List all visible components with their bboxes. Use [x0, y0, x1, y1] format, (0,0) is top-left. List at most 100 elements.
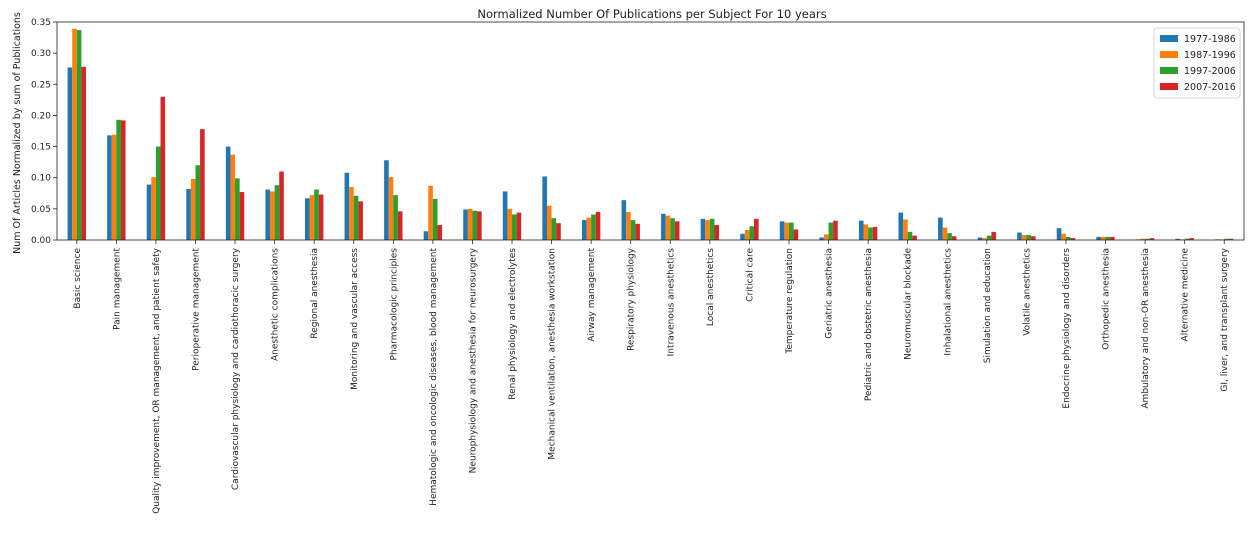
- bar: [675, 221, 680, 240]
- x-tick-label: Basic science: [73, 248, 83, 309]
- chart-title: Normalized Number Of Publications per Su…: [477, 7, 826, 21]
- bar: [991, 232, 996, 240]
- bar: [547, 206, 552, 240]
- legend: 1977-19861987-19961997-20062007-2016: [1154, 28, 1240, 98]
- y-tick-label: 0.30: [31, 49, 51, 59]
- x-tick-label: Pediatric and obstetric anesthesia: [864, 248, 874, 401]
- bar: [780, 221, 785, 240]
- bar: [463, 209, 468, 240]
- y-tick: 0.05: [31, 205, 57, 215]
- x-tick-label: Neuromuscular blockade: [904, 248, 914, 360]
- bar: [943, 228, 948, 240]
- bar: [195, 165, 200, 240]
- bar: [517, 213, 522, 240]
- y-tick-label: 0.15: [31, 143, 51, 153]
- bar: [784, 223, 789, 240]
- x-tick-label: Inhalational anesthetics: [943, 248, 953, 356]
- bar: [314, 190, 319, 240]
- x-tick-label: Anesthetic complications: [271, 248, 281, 361]
- x-tick-label: Perioperative management: [191, 248, 201, 371]
- bar: [345, 173, 350, 240]
- bar: [503, 191, 508, 240]
- bar: [661, 214, 666, 240]
- bar: [987, 236, 992, 240]
- x-tick-label: Neurophysiology and anesthesia for neuro…: [468, 247, 478, 473]
- legend-swatch: [1160, 67, 1178, 74]
- series-1987-1996: [72, 29, 1224, 240]
- bar: [829, 223, 834, 240]
- bar: [868, 228, 873, 240]
- x-tick-label: Mechanical ventilation, anesthesia works…: [548, 248, 558, 460]
- x-tick-label: Local anesthetics: [706, 248, 716, 326]
- bar: [794, 229, 799, 240]
- bar: [349, 187, 354, 240]
- bar: [552, 218, 557, 240]
- bar: [1110, 237, 1115, 240]
- bar: [437, 225, 442, 240]
- y-tick: 0.15: [31, 143, 57, 153]
- bar: [542, 176, 547, 240]
- bar: [789, 223, 794, 240]
- x-tick-label: Renal physiology and electrolytes: [508, 248, 518, 400]
- legend-label: 1997-2006: [1184, 66, 1236, 77]
- y-tick: 0.30: [31, 49, 57, 59]
- bar: [151, 177, 156, 240]
- bar: [705, 220, 710, 240]
- bar: [670, 218, 675, 240]
- x-tick-label: Pain management: [112, 248, 122, 330]
- x-tick-label: Orthopedic anesthesia: [1102, 248, 1112, 350]
- bar: [477, 211, 482, 240]
- bar: [1057, 228, 1062, 240]
- y-axis-ticks: 0.00 0.05 0.10 0.15 0.20 0.25 0.30 0.35: [31, 18, 57, 246]
- y-tick-label: 0.20: [31, 111, 51, 121]
- bar: [107, 135, 112, 240]
- series-1997-2006: [77, 30, 1229, 240]
- x-tick-label: Cardiovascular physiology and cardiothor…: [231, 247, 241, 490]
- bar: [824, 234, 829, 240]
- x-tick-label: Quality improvement, OR management, and …: [152, 247, 162, 513]
- bar: [319, 195, 324, 240]
- y-tick: 0.35: [31, 18, 57, 28]
- bar: [186, 189, 191, 240]
- bar: [305, 198, 310, 240]
- bar: [358, 201, 363, 240]
- bar: [161, 97, 166, 240]
- bar: [389, 177, 394, 240]
- bar: [116, 120, 121, 240]
- legend-swatch: [1160, 83, 1178, 90]
- bar: [72, 29, 77, 240]
- bar: [1101, 237, 1106, 240]
- x-tick-label: Simulation and education: [983, 248, 993, 363]
- x-tick-label: Volatile anesthetics: [1022, 248, 1032, 336]
- bar: [393, 195, 398, 240]
- bar: [1106, 237, 1111, 240]
- bar: [873, 227, 878, 240]
- y-tick-label: 0.35: [31, 18, 51, 28]
- bar: [398, 211, 403, 240]
- bar: [740, 234, 745, 240]
- x-tick-label: Endocrine physiology and disorders: [1062, 248, 1072, 409]
- bar: [912, 236, 917, 240]
- bar: [903, 219, 908, 240]
- x-tick-label: Respiratory physiology: [627, 247, 637, 351]
- bar: [235, 178, 240, 240]
- x-axis-tick-labels: Basic science Pain management Quality impr…: [73, 240, 1230, 514]
- x-tick-label: GI, liver, and transplant surgery: [1220, 247, 1230, 391]
- bar: [631, 220, 636, 240]
- x-tick-label: Intravenous anesthetics: [666, 248, 676, 357]
- bar: [147, 185, 152, 240]
- bar: [1066, 237, 1071, 240]
- y-tick: 0.00: [31, 236, 57, 246]
- bar: [859, 221, 864, 240]
- bar: [666, 216, 671, 240]
- bar: [424, 231, 429, 240]
- bar: [507, 209, 512, 240]
- bar: [714, 225, 719, 240]
- bar: [275, 185, 280, 240]
- bar: [279, 171, 284, 240]
- x-tick-label: Ambulatory and non-OR anesthesia: [1141, 248, 1151, 409]
- x-tick-label: Pharmacologic principles: [389, 248, 399, 361]
- y-axis-label: Num Of Articles Normalized by sum of Pub…: [12, 12, 23, 254]
- y-tick-label: 0.00: [31, 236, 51, 246]
